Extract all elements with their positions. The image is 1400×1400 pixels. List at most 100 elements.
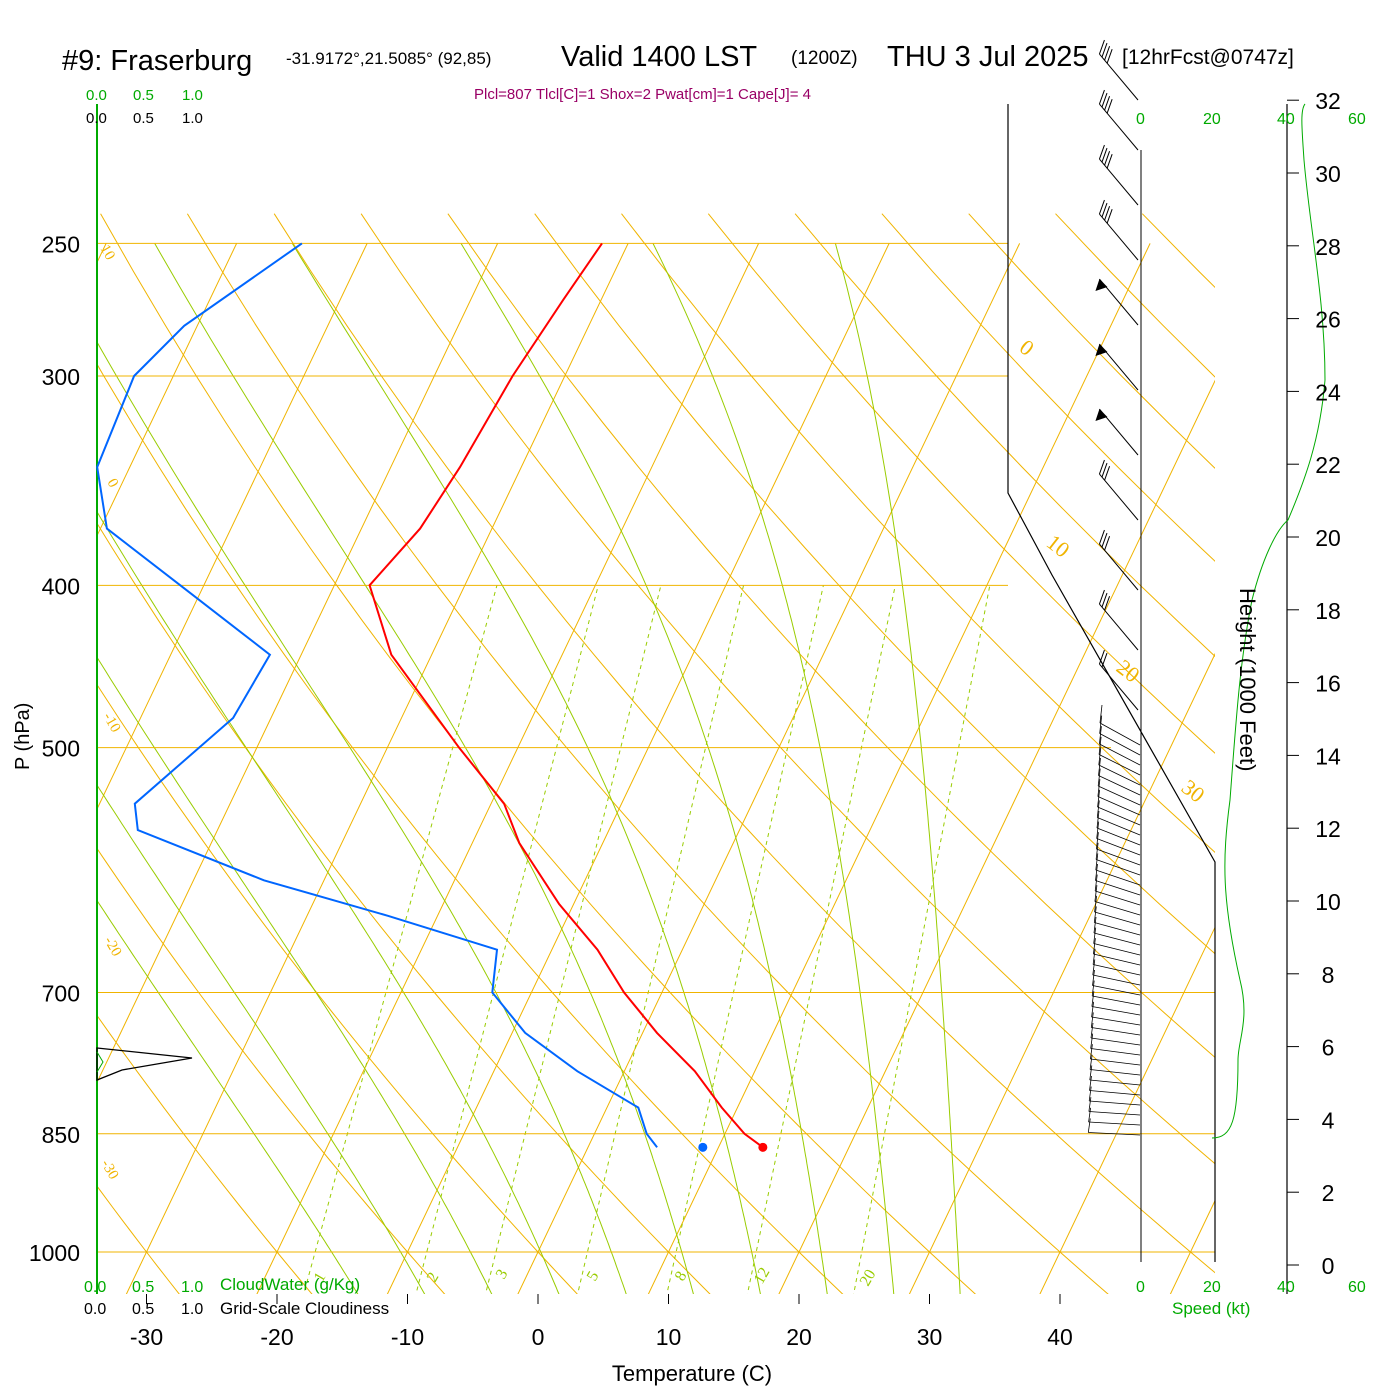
cloudiness-tick-bottom-0: 0.0 [84, 1301, 106, 1318]
forecast-info: [12hrFcst@0747z] [1122, 46, 1294, 69]
wind-barb-feather [1098, 529, 1105, 545]
wind-barb-staff [1094, 922, 1141, 936]
wind-barb-pennant [1095, 344, 1108, 357]
height-tick-20: 20 [1315, 525, 1341, 551]
height-tick-8: 8 [1322, 962, 1335, 988]
wind-barb-feather [1096, 821, 1100, 839]
wind-barb-staff [1097, 796, 1141, 816]
wind-barb-staff [1091, 1006, 1141, 1016]
mixing-ratio-line [303, 585, 498, 1294]
mixing-ratio-label: 3 [493, 1267, 512, 1282]
height-tick-22: 22 [1315, 452, 1341, 478]
sounding-params: Plcl=807 Tlcl[C]=1 Shox=2 Pwat[cm]=1 Cap… [474, 86, 811, 103]
wind-barb-feather [1095, 842, 1099, 860]
utc-time: (1200Z) [791, 48, 858, 69]
wind-barb-feather [1099, 715, 1103, 734]
wind-barb-feather [1101, 592, 1108, 608]
wind-barb-staff [1089, 1079, 1141, 1086]
isotherm-line [908, 652, 1215, 1294]
isotherm-label: -10 [100, 710, 124, 735]
wind-barb-feather [1104, 150, 1111, 166]
sounding-profiles [96, 242, 768, 1152]
dry-adiabat-line [97, 683, 578, 1294]
wind-barb-feather [1106, 99, 1113, 114]
wind-barb-feather [1092, 948, 1096, 965]
surface-temperature-marker [758, 1142, 768, 1152]
wind-barb-feather [1090, 1012, 1094, 1028]
wind-barb-staff [1098, 754, 1141, 776]
wind-barb-feather [1090, 1044, 1093, 1060]
wind-barb-staff [1098, 785, 1141, 806]
wind-barb-staff [1097, 817, 1141, 836]
wind-barb-staff [1093, 953, 1141, 966]
height-tick-0: 0 [1322, 1253, 1335, 1279]
mixing-ratio-label: 5 [584, 1269, 603, 1284]
isotherm-line [97, 243, 499, 1084]
moist-adiabat-line [97, 656, 493, 1294]
wind-barb-feather [1106, 154, 1113, 169]
wind-barb-staff [1098, 764, 1141, 786]
moist-adiabat-line [460, 243, 828, 1294]
cloudwater-tick-top-2: 1.0 [182, 87, 203, 104]
mixing-ratio-line [853, 585, 991, 1294]
valid-time: Valid 1400 LST [561, 41, 757, 73]
isotherm-line [1288, 243, 1400, 1321]
wind-barb-feather [1089, 1065, 1093, 1081]
wind-barb-pennant [1095, 279, 1108, 292]
mixing-ratio-line [415, 585, 599, 1294]
wind-barb-feather [1104, 95, 1111, 111]
wind-barb-feather [1092, 959, 1096, 976]
wind-barb-feather [1090, 1033, 1094, 1049]
mixing-ratio-line [666, 585, 824, 1294]
wind-barb-staff [1099, 603, 1139, 651]
cloudwater-trace [96, 1051, 104, 1073]
temperature-profile-line [368, 242, 764, 1149]
dry-adiabat-line [100, 213, 977, 1294]
wind-barb-feather [1098, 199, 1105, 215]
temperature-tick-0: 0 [532, 1324, 545, 1350]
isotherm-line [517, 243, 1021, 1294]
height-tick-28: 28 [1315, 234, 1341, 260]
height-profile-line [1211, 103, 1326, 1139]
wind-speed-tick-bottom-2: 40 [1277, 1279, 1295, 1296]
pressure-tick-250: 250 [42, 231, 80, 257]
cloudwater-tick-bottom-2: 1.0 [181, 1279, 203, 1296]
wind-barb-feather [1101, 532, 1108, 548]
wind-barb-feather [1096, 800, 1100, 818]
wind-barb-feather [1093, 927, 1097, 944]
wind-barb-feather [1099, 704, 1103, 724]
wind-barb-feather [1095, 863, 1098, 881]
cloudwater-tick-bottom-0: 0.0 [84, 1279, 106, 1296]
cloudiness-tick-bottom-1: 0.5 [132, 1301, 154, 1318]
wind-barb-feather [1092, 969, 1095, 986]
dry-adiabat-line [97, 522, 711, 1294]
dry-adiabat-line [360, 213, 1215, 1165]
cloudiness-tick-top-1: 0.5 [133, 110, 154, 127]
temperature-tick-20: 20 [786, 1324, 812, 1350]
pressure-tick-500: 500 [42, 736, 80, 762]
wind-barb-feather [1094, 874, 1098, 892]
wind-barb-staff [1091, 1027, 1141, 1036]
cloud-scale-top: 0.0 0.5 1.0 0.0 0.5 1.0 [86, 87, 203, 127]
mixing-ratio-line [485, 585, 662, 1294]
cloudwater-tick-top-1: 0.5 [133, 87, 154, 104]
wind-speed-tick-bottom-1: 20 [1203, 1279, 1221, 1296]
temperature-axis-title: Temperature (C) [612, 1361, 772, 1386]
temperature-tick--10: -10 [391, 1324, 424, 1350]
wind-barb-staff [1097, 806, 1141, 826]
wind-barb-feather [1093, 938, 1096, 955]
dry-adiabat-line [97, 363, 844, 1294]
wind-speed-tick-top-1: 20 [1203, 111, 1221, 128]
moist-adiabat-line [154, 243, 694, 1294]
dry-adiabat-line [794, 213, 1215, 657]
pressure-tick-1000: 1000 [29, 1240, 80, 1266]
wind-barb-feather [1101, 42, 1108, 58]
cloud-scale-bottom: 0.0 0.5 1.0 CloudWater (g/Kg) 0.0 0.5 1.… [84, 1275, 389, 1318]
wind-barb-feather [1098, 649, 1105, 665]
isotherm-line [97, 243, 107, 264]
isotherm-label: 10 [1042, 529, 1075, 562]
wind-barb-feather [1106, 49, 1113, 64]
